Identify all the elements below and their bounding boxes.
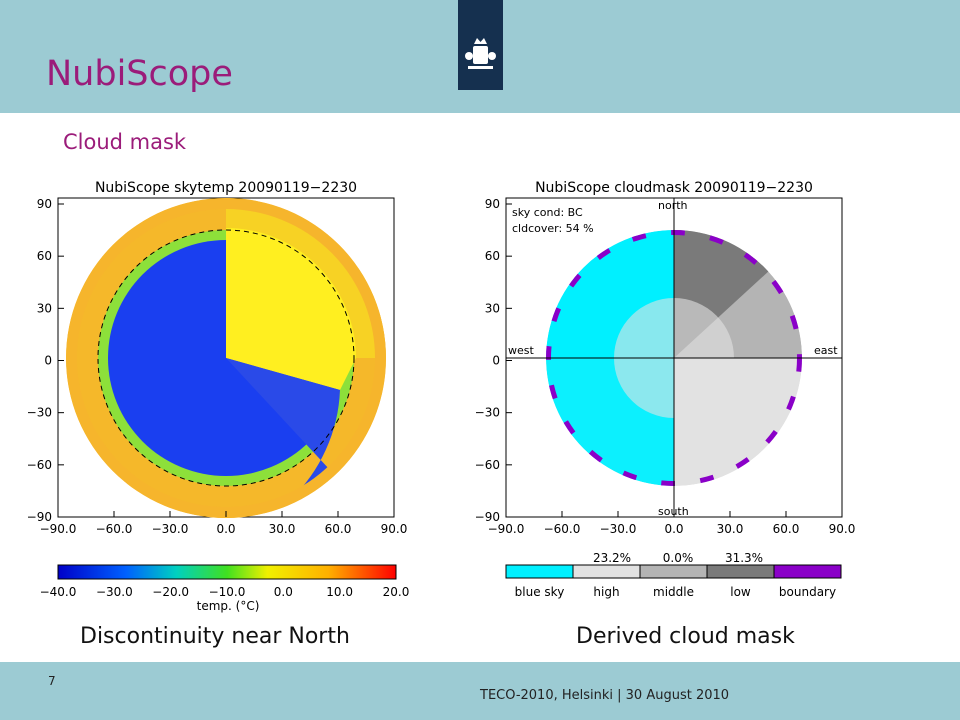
- north-label: north: [658, 199, 688, 212]
- cloud-cover: cldcover: 54 %: [512, 222, 594, 235]
- right-y-tick-label: −60: [475, 458, 500, 472]
- skytemp-plot: NubiScope skytemp 20090119−2230 −90.0 −60…: [27, 180, 410, 613]
- colorbar-tick-label: −40.0: [40, 585, 77, 599]
- crest-icon: [465, 38, 496, 69]
- left-x-tick-label: −90.0: [40, 522, 77, 536]
- colorbar-tick-label: 10.0: [326, 585, 353, 599]
- legend-swatch: [706, 564, 775, 579]
- south-label: south: [658, 505, 689, 518]
- colorbar-tick-label: −30.0: [96, 585, 133, 599]
- left-x-tick-label: 60.0: [325, 522, 352, 536]
- legend-label: boundary: [779, 585, 836, 599]
- right-y-tick-label: 60: [485, 249, 500, 263]
- legend-swatch: [773, 564, 842, 579]
- right-caption: Derived cloud mask: [576, 624, 795, 649]
- left-y-tick-label: 90: [37, 197, 52, 211]
- right-x-tick-label: −30.0: [600, 522, 637, 536]
- colorbar-label: temp. (°C): [197, 599, 260, 613]
- colorbar-tick-label: −20.0: [152, 585, 189, 599]
- legend-label: high: [593, 585, 619, 599]
- left-y-tick-label: −60: [27, 458, 52, 472]
- dashed-circle: [97, 229, 355, 487]
- left-x-tick-label: 30.0: [269, 522, 296, 536]
- cloud-percentage: 0.0%: [663, 551, 694, 565]
- legend-swatch: [572, 564, 641, 579]
- left-y-tick-label: 60: [37, 249, 52, 263]
- page-title: NubiScope: [46, 54, 233, 94]
- legend-label: middle: [653, 585, 694, 599]
- right-y-tick-label: 90: [485, 197, 500, 211]
- legend-label: low: [730, 585, 751, 599]
- left-x-tick-label: 90.0: [381, 522, 408, 536]
- right-y-tick-label: −90: [475, 510, 500, 524]
- west-label: west: [508, 344, 534, 357]
- right-y-tick-label: 30: [485, 301, 500, 315]
- page-subtitle: Cloud mask: [63, 130, 187, 154]
- left-caption: Discontinuity near North: [80, 624, 350, 649]
- legend-swatch: [505, 564, 574, 579]
- right-plot-title: NubiScope cloudmask 20090119−2230: [535, 180, 813, 196]
- left-x-tick-label: 0.0: [216, 522, 235, 536]
- right-y-tick-label: −30: [475, 406, 500, 420]
- right-x-tick-label: −60.0: [544, 522, 581, 536]
- cloudmask-plot: NubiScope cloudmask 20090119−2230 sky co…: [475, 180, 856, 599]
- left-x-tick-label: −60.0: [96, 522, 133, 536]
- cloud-percentage: 23.2%: [593, 551, 631, 565]
- colorbar-tick-label: 20.0: [383, 585, 410, 599]
- legend-swatch: [639, 564, 708, 579]
- colorbar-tick-label: −10.0: [209, 585, 246, 599]
- right-x-tick-label: 30.0: [717, 522, 744, 536]
- sky-condition: sky cond: BC: [512, 206, 583, 219]
- footer-text: TECO-2010, Helsinki | 30 August 2010: [480, 688, 730, 703]
- east-label: east: [814, 344, 838, 357]
- right-x-tick-label: −90.0: [488, 522, 525, 536]
- page-number: 7: [48, 674, 56, 688]
- cloud-percentage: 31.3%: [725, 551, 763, 565]
- left-x-tick-label: −30.0: [152, 522, 189, 536]
- skytemp-disk: [66, 198, 386, 518]
- right-x-tick-label: 0.0: [664, 522, 683, 536]
- right-x-tick-label: 60.0: [773, 522, 800, 536]
- logo-tab: [458, 0, 503, 90]
- colorbar: [57, 564, 397, 580]
- right-y-tick-label: 0: [492, 354, 500, 368]
- colorbar-tick-label: 0.0: [274, 585, 293, 599]
- left-plot-title: NubiScope skytemp 20090119−2230: [95, 180, 357, 196]
- left-y-tick-label: 30: [37, 301, 52, 315]
- legend-label: blue sky: [515, 585, 565, 599]
- footer-band: [0, 662, 960, 720]
- right-x-tick-label: 90.0: [829, 522, 856, 536]
- left-y-tick-label: −90: [27, 510, 52, 524]
- left-y-tick-label: −30: [27, 406, 52, 420]
- left-y-tick-label: 0: [44, 354, 52, 368]
